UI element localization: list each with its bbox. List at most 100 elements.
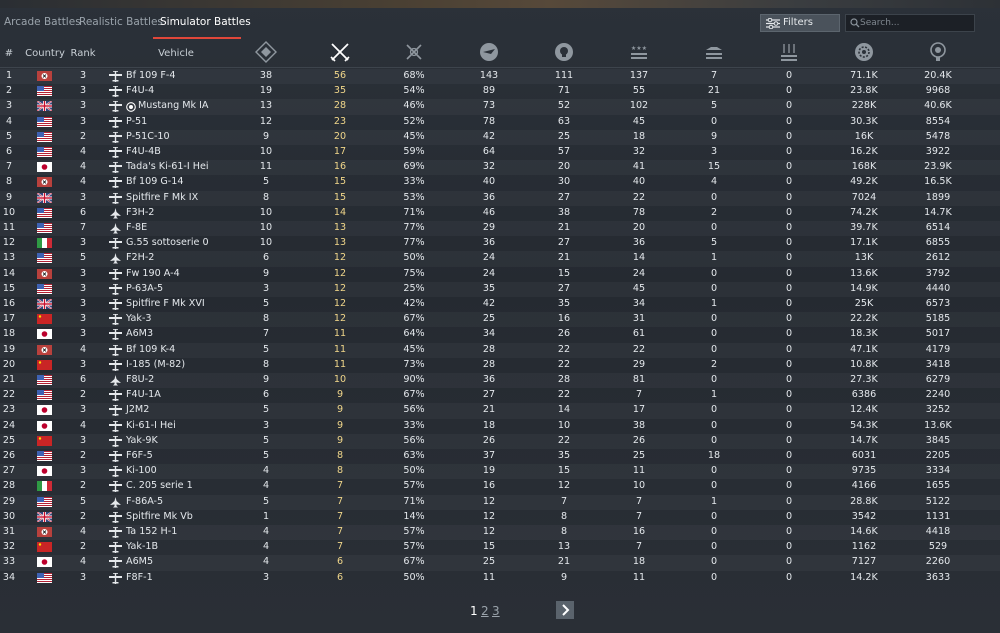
table-row[interactable]: 32 2 Yak-1B 4 7 57% 15 13 7 0 0 1162 529 bbox=[0, 540, 1000, 555]
table-row[interactable]: 33 4 A6M5 4 6 67% 25 21 18 0 0 7127 2260 bbox=[0, 555, 1000, 570]
research-points-value: 12.4K bbox=[850, 404, 878, 416]
page-1-link[interactable]: 1 bbox=[470, 604, 478, 618]
respawns-value: 11 bbox=[333, 343, 347, 355]
battles-value: 9 bbox=[262, 130, 270, 142]
win-rate-value: 71% bbox=[403, 495, 425, 507]
next-page-button[interactable] bbox=[556, 601, 574, 619]
table-row[interactable]: 19 4 Bf 109 K-4 5 11 45% 28 22 22 0 0 47.1K 4179 bbox=[0, 343, 1000, 358]
silver-lions-icon[interactable] bbox=[927, 41, 949, 63]
table-row[interactable]: 8 4 Bf 109 G-14 5 15 33% 40 30 40 4 0 49.2K 16.5K bbox=[0, 175, 1000, 190]
table-row[interactable]: 27 3 Ki-100 4 8 50% 19 15 11 0 0 9735 3334 bbox=[0, 464, 1000, 479]
win-rate-value: 73% bbox=[403, 358, 425, 370]
table-row[interactable]: 25 3 Yak-9K 5 9 56% 26 22 26 0 0 14.7K 3845 bbox=[0, 434, 1000, 449]
table-row[interactable]: 18 3 A6M3 7 11 64% 34 26 61 0 0 18.3K 5017 bbox=[0, 327, 1000, 342]
research-points-value: 74.2K bbox=[850, 206, 878, 218]
research-points-value: 28.8K bbox=[850, 495, 878, 507]
research-points-value: 6031 bbox=[851, 450, 877, 461]
column-vehicle[interactable]: Vehicle bbox=[158, 48, 194, 59]
table-row[interactable]: 7 4 Tada's Ki-61-I Hei 11 16 69% 32 20 41 15 0 168K… bbox=[0, 160, 1000, 175]
table-row[interactable]: 13 5 F2H-2 6 12 50% 24 21 14 1 0 13K 2612 bbox=[0, 251, 1000, 266]
win-rate-value: 64% bbox=[403, 328, 425, 340]
table-row[interactable]: 16 3 Spitfire F Mk XVI 5 12 42% 42 35 34 1 0 25K 657… bbox=[0, 297, 1000, 312]
win-rate-value: 77% bbox=[403, 237, 425, 249]
table-row[interactable]: 14 3 Fw 190 A-4 9 12 75% 24 15 24 0 0 13.6K 3792 bbox=[0, 267, 1000, 282]
deaths-icon[interactable] bbox=[478, 41, 500, 63]
win-rate-value: 75% bbox=[403, 267, 425, 279]
table-row[interactable]: 23 3 J2M2 5 9 56% 21 14 17 0 0 12.4K 3252 bbox=[0, 403, 1000, 418]
tab-simulator-battles[interactable]: Simulator Battles bbox=[160, 16, 251, 28]
table-row[interactable]: 6 4 F4U-4B 10 17 59% 64 57 32 3 0 16.2K 3922 bbox=[0, 145, 1000, 160]
tab-arcade-battles[interactable]: Arcade Battles bbox=[4, 16, 81, 28]
vehicle-name: Yak-9K bbox=[126, 434, 158, 446]
table-row[interactable]: 4 3 P-51 12 23 52% 78 63 45 0 0 30.3K 8554 bbox=[0, 115, 1000, 130]
kills-value: 22 bbox=[557, 434, 571, 446]
win-rate-icon[interactable] bbox=[403, 41, 425, 63]
table-row[interactable]: 34 3 F8F-1 3 6 50% 11 9 11 0 0 14.2K 3633 bbox=[0, 571, 1000, 586]
table-row[interactable]: 15 3 P-63A-5 3 12 25% 35 27 45 0 0 14.9K 4440 bbox=[0, 282, 1000, 297]
research-points-value: 7127 bbox=[851, 556, 877, 568]
naval-kills-icon[interactable] bbox=[778, 41, 800, 63]
kills-icon[interactable] bbox=[553, 41, 575, 63]
naval-kills-value: 0 bbox=[785, 556, 793, 568]
deaths-value: 64 bbox=[482, 146, 496, 157]
battles-value: 38 bbox=[259, 70, 273, 81]
kills-value: 15 bbox=[557, 465, 571, 477]
research-points-icon[interactable] bbox=[853, 41, 875, 63]
table-row[interactable]: 30 2 Spitfire Mk Vb 1 7 14% 12 8 7 0 0 3542 1131 bbox=[0, 510, 1000, 525]
column-rank[interactable]: Rank bbox=[70, 48, 96, 59]
ground-kills-value: 0 bbox=[710, 526, 718, 537]
page-3-link[interactable]: 3 bbox=[492, 604, 500, 618]
table-row[interactable]: 20 3 I-185 (M-82) 8 11 73% 28 22 29 2 0 10.8K 3418 bbox=[0, 358, 1000, 373]
search-input[interactable] bbox=[860, 16, 970, 30]
rank-value: 3 bbox=[79, 298, 87, 309]
battles-icon[interactable] bbox=[255, 41, 277, 63]
fighter-icon bbox=[109, 466, 122, 478]
vehicle-name: F2H-2 bbox=[126, 252, 155, 264]
air-kills-value: 38 bbox=[632, 419, 646, 431]
column-country[interactable]: Country bbox=[25, 48, 65, 59]
kills-value: 25 bbox=[557, 130, 571, 142]
vehicle-name: Yak-1B bbox=[126, 541, 159, 553]
respawns-value: 11 bbox=[333, 328, 347, 340]
column-number[interactable]: # bbox=[4, 48, 14, 59]
tab-realistic-battles[interactable]: Realistic Battles bbox=[79, 16, 163, 28]
table-row[interactable]: 9 3 Spitfire F Mk IX 8 15 53% 36 27 22 0 0 7024 1899 bbox=[0, 191, 1000, 206]
row-number: 14 bbox=[2, 267, 16, 279]
table-row[interactable]: 5 2 P-51C-10 9 20 45% 42 25 18 9 0 16K 5478 bbox=[0, 130, 1000, 145]
table-row[interactable]: 10 6 F3H-2 10 14 71% 46 38 78 2 0 74.2K 14.7K bbox=[0, 206, 1000, 221]
country-flag-icon bbox=[37, 375, 52, 385]
naval-kills-value: 0 bbox=[785, 450, 793, 461]
air-kills-icon[interactable]: ★★★ bbox=[628, 41, 650, 63]
ground-kills-icon[interactable] bbox=[703, 41, 725, 63]
vehicle-name: F4U-4 bbox=[126, 85, 155, 97]
ground-kills-value: 0 bbox=[710, 571, 718, 583]
table-row[interactable]: 3 3 Mustang Mk IA 13 28 46% 73 52 102 5 0 228K 40.6K bbox=[0, 99, 1000, 114]
table-row[interactable]: 2 3 F4U-4 19 35 54% 89 71 55 21 0 23.8K 9968 bbox=[0, 84, 1000, 99]
rank-value: 3 bbox=[79, 358, 87, 370]
page-2-link[interactable]: 2 bbox=[481, 604, 489, 618]
rank-value: 4 bbox=[79, 419, 87, 431]
silver-lions-value: 4440 bbox=[925, 282, 951, 294]
win-rate-value: 45% bbox=[403, 343, 425, 355]
jet-fighter-icon bbox=[110, 253, 121, 264]
country-flag-icon bbox=[37, 238, 52, 249]
table-row[interactable]: 31 4 Ta 152 H-1 4 7 57% 12 8 16 0 0 14.6K 4418 bbox=[0, 525, 1000, 540]
table-row[interactable]: 17 3 Yak-3 8 12 67% 25 16 31 0 0 22.2K 5185 bbox=[0, 312, 1000, 327]
table-row[interactable]: 24 4 Ki-61-I Hei 3 9 33% 18 10 38 0 0 54.3K 13.6K bbox=[0, 419, 1000, 434]
research-points-value: 6386 bbox=[851, 389, 877, 401]
win-rate-value: 54% bbox=[403, 85, 425, 97]
table-row[interactable]: 21 6 F8U-2 9 10 90% 36 28 81 0 0 27.3K 6279 bbox=[0, 373, 1000, 388]
silver-lions-value: 2260 bbox=[925, 556, 951, 568]
table-row[interactable]: 12 3 G.55 sottoserie 0 10 13 77% 36 27 36 5 0 17.1K… bbox=[0, 236, 1000, 251]
naval-kills-value: 0 bbox=[785, 571, 793, 583]
table-row[interactable]: 26 2 F6F-5 5 8 63% 37 35 25 18 0 6031 2205 bbox=[0, 449, 1000, 464]
table-row[interactable]: 11 7 F-8E 10 13 77% 29 21 20 0 0 39.7K 6514 bbox=[0, 221, 1000, 236]
silver-lions-value: 2612 bbox=[925, 252, 951, 264]
table-row[interactable]: 28 2 C. 205 serie 1 4 7 57% 16 12 10 0 0 4166 1655 bbox=[0, 479, 1000, 494]
table-row[interactable]: 22 2 F4U-1A 6 9 67% 27 22 7 1 0 6386 2240 bbox=[0, 388, 1000, 403]
respawns-icon[interactable] bbox=[329, 41, 351, 63]
naval-kills-value: 0 bbox=[785, 343, 793, 355]
filters-button[interactable]: Filters bbox=[760, 14, 840, 32]
table-row[interactable]: 1 3 Bf 109 F-4 38 56 68% 143 111 137 7 0 71.1K 20.4K bbox=[0, 69, 1000, 84]
table-row[interactable]: 29 5 F-86A-5 5 7 71% 12 7 7 1 0 28.8K 5122 bbox=[0, 495, 1000, 510]
